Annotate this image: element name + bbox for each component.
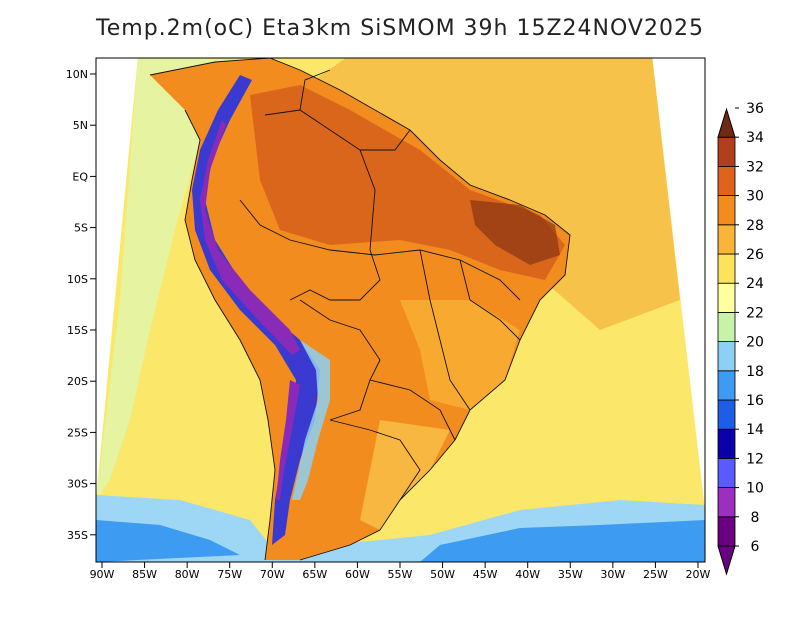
colorbar-segment: [717, 165, 736, 196]
colorbar-bottom-arrow: [717, 545, 736, 576]
colorbar-segment: [717, 311, 736, 342]
andes-cool-fringe: [292, 340, 330, 500]
land-mild-south: [360, 420, 450, 530]
colorbar-segment: [717, 195, 736, 226]
latitude-axis: 10N 5N EQ 5S 10S 15S 20S 25S 30S 35S: [66, 68, 96, 542]
colorbar-segment: [717, 341, 736, 372]
colorbar-segment: [717, 516, 736, 547]
colorbar-segment: [717, 487, 736, 518]
ocean-cool-field: [96, 58, 230, 500]
longitude-axis: 90W 85W 80W 75W 70W 65W 60W 55W 50W 45W 40W 35W 30W 2…: [90, 562, 711, 581]
lon-label: 35W: [558, 568, 583, 581]
colorbar-segment: [717, 136, 736, 167]
colorbar-segment: [717, 428, 736, 459]
colorbar-label: 32: [746, 159, 764, 175]
map-frame: [95, 57, 706, 563]
ocean-frigid-field: [96, 520, 240, 562]
colorbar-label: 24: [746, 276, 764, 292]
lon-label: 25W: [643, 568, 668, 581]
map-field: [96, 58, 705, 562]
ocean-frigid-field-east: [420, 520, 705, 562]
lat-label: 5N: [73, 119, 88, 132]
lat-label: 15S: [67, 324, 88, 337]
colorbar-label: 30: [746, 189, 764, 205]
colorbar-label: 22: [746, 305, 764, 321]
colorbar-segment: [717, 399, 736, 430]
colorbar-label: 16: [746, 393, 764, 409]
lon-label: 65W: [302, 568, 327, 581]
lon-label: 70W: [260, 568, 285, 581]
land-cool-southeast: [400, 300, 520, 410]
lon-label: 85W: [132, 568, 157, 581]
colorbar-label: 6: [751, 539, 760, 555]
map-title: Temp.2m(oC) Eta3km SiSMOM 39h 15Z24NOV20…: [96, 16, 704, 41]
colorbar-label: 18: [746, 364, 764, 380]
lon-label: 40W: [515, 568, 540, 581]
colorbar-label: 8: [751, 510, 760, 526]
lon-label: 20W: [686, 568, 711, 581]
lon-label: 75W: [217, 568, 242, 581]
lat-label: 30S: [67, 478, 88, 491]
colorbar-segment: [717, 224, 736, 255]
lon-label: 45W: [473, 568, 498, 581]
colorbar-label: 26: [746, 247, 764, 263]
lat-label: 20S: [67, 375, 88, 388]
colorbar-segment: [717, 370, 736, 401]
lat-label: 35S: [67, 529, 88, 542]
andes-frigid-core: [200, 120, 300, 500]
lon-label: 60W: [345, 568, 370, 581]
lat-label: 10N: [66, 68, 88, 81]
lon-label: 50W: [430, 568, 455, 581]
land-extreme-zone: [470, 200, 560, 265]
lat-label: 25S: [67, 426, 88, 439]
lat-label: 10S: [67, 273, 88, 286]
lat-label: 5S: [74, 222, 88, 235]
lon-label: 30W: [600, 568, 625, 581]
south-america-land: [150, 58, 570, 560]
colorbar-segment: [717, 457, 736, 488]
colorbar-label: 28: [746, 218, 764, 234]
colorbar-label: 36: [746, 101, 764, 117]
colorbar-segment: [717, 253, 736, 284]
lon-label: 90W: [90, 568, 115, 581]
lon-label: 55W: [388, 568, 413, 581]
colorbar-label: 12: [746, 451, 764, 467]
colorbar: 6 8 10 12 14 16 18 20 22 24 26 28 30 32 34 36: [717, 101, 764, 576]
colorbar-label: 20: [746, 335, 764, 351]
colorbar-label: 10: [746, 481, 764, 497]
colorbar-segment: [717, 282, 736, 313]
colorbar-top-arrow: [717, 107, 736, 138]
country-borders: [149, 58, 571, 561]
colorbar-label: 14: [746, 422, 764, 438]
lat-label: EQ: [72, 170, 88, 183]
lon-label: 80W: [175, 568, 200, 581]
colorbar-label: 34: [746, 130, 764, 146]
